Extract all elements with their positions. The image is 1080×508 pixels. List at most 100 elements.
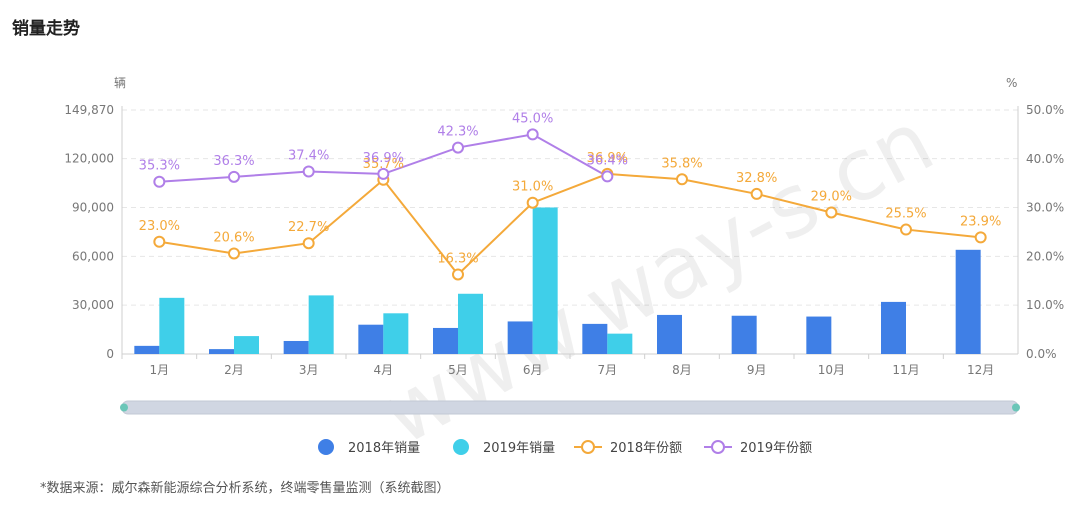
line-2018年份额[interactable] xyxy=(159,172,981,276)
x-axis-tick-label: 7月 xyxy=(598,363,618,377)
point-2018年份额[interactable] xyxy=(302,237,315,250)
bar-2018年销量[interactable] xyxy=(358,324,384,354)
axis-layer: 0 30,000 60,000 90,000 120,000 149,870 0.0% 10.… xyxy=(64,76,1064,377)
x-axis-tick-label: 8月 xyxy=(672,363,692,377)
point-2019年份额[interactable] xyxy=(526,128,539,141)
legend-label[interactable]: 2018年份额 xyxy=(610,441,682,456)
zoom-slider-right-handle[interactable] xyxy=(1012,403,1020,412)
right-axis-unit: % xyxy=(1006,76,1017,90)
zoom-slider-left-handle[interactable] xyxy=(120,403,128,412)
bar-2019年销量[interactable] xyxy=(308,295,334,354)
x-axis-tick-label: 1月 xyxy=(150,363,170,377)
x-axis-tick-label: 3月 xyxy=(299,363,319,377)
data-source-note: *数据来源：威尔森新能源综合分析系统，终端零售量监测（系统截图） xyxy=(40,481,450,496)
x-axis-tick-label: 2月 xyxy=(224,363,244,377)
bar-2018年销量[interactable] xyxy=(955,249,981,354)
left-axis-tick-label: 60,000 xyxy=(72,249,114,263)
data-label-2018年份额: 29.0% xyxy=(811,189,852,204)
left-axis-unit: 辆 xyxy=(114,76,126,90)
point-2019年份额[interactable] xyxy=(377,167,390,180)
bar-2019年销量[interactable] xyxy=(532,207,558,354)
point-2018年份额[interactable] xyxy=(526,196,539,209)
bar-2018年销量[interactable] xyxy=(881,301,906,354)
data-label-2018年份额: 22.7% xyxy=(288,220,329,235)
bar-2019年销量[interactable] xyxy=(159,297,185,354)
point-2018年份额[interactable] xyxy=(676,173,688,186)
left-axis-tick-label: 120,000 xyxy=(64,152,114,166)
right-axis-tick-label: 40.0% xyxy=(1026,152,1064,166)
left-axis-tick-label: 149,870 xyxy=(64,103,114,117)
x-axis-tick-label: 5月 xyxy=(448,363,468,377)
x-axis-tick-label: 6月 xyxy=(523,363,543,377)
bar-2019年销量[interactable] xyxy=(383,313,409,354)
bar-2019年销量[interactable] xyxy=(458,293,483,354)
data-label-2018年份额: 35.8% xyxy=(661,156,702,171)
point-2019年份额[interactable] xyxy=(302,165,315,178)
label-layer: 23.0% 20.6% 22.7% 35.7% 16.3% 31.0% 36.9% 35.8%… xyxy=(139,111,1002,266)
x-axis-tick-label: 4月 xyxy=(374,363,394,377)
legend-label[interactable]: 2019年销量 xyxy=(483,441,555,456)
bar-2018年销量[interactable] xyxy=(209,349,234,354)
point-2019年份额[interactable] xyxy=(228,170,240,183)
data-label-2019年份额: 35.3% xyxy=(139,159,180,174)
bar-2018年销量[interactable] xyxy=(806,316,832,354)
legend-marker[interactable] xyxy=(318,439,334,455)
point-2018年份额[interactable] xyxy=(452,268,464,281)
x-axis-tick-label: 10月 xyxy=(818,363,845,377)
bar-2018年销量[interactable] xyxy=(507,321,533,354)
data-label-2018年份额: 16.3% xyxy=(437,251,478,266)
legend-marker[interactable] xyxy=(453,439,469,455)
legend-marker[interactable] xyxy=(711,440,725,454)
data-label-2018年份额: 31.0% xyxy=(512,180,553,195)
bar-2018年销量[interactable] xyxy=(283,340,309,354)
data-label-2018年份额: 23.9% xyxy=(960,214,1001,229)
bar-2018年销量[interactable] xyxy=(134,345,160,354)
right-axis-tick-label: 20.0% xyxy=(1026,249,1064,263)
legend[interactable]: 2018年销量 2019年销量 2018年份额 2019年份额 xyxy=(318,439,812,456)
bar-layer[interactable] xyxy=(134,207,981,354)
data-label-2019年份额: 36.4% xyxy=(587,153,628,168)
right-axis-tick-label: 50.0% xyxy=(1026,103,1064,117)
bar-2018年销量[interactable] xyxy=(582,323,608,354)
legend-label[interactable]: 2019年份额 xyxy=(740,441,812,456)
data-label-2019年份额: 37.4% xyxy=(288,148,329,163)
left-axis-tick-label: 90,000 xyxy=(72,200,114,214)
right-axis-tick-label: 0.0% xyxy=(1026,347,1057,361)
x-axis-tick-label: 9月 xyxy=(747,363,767,377)
page-title: 销量走势 xyxy=(12,19,80,39)
bar-2019年销量[interactable] xyxy=(607,333,633,354)
point-2018年份额[interactable] xyxy=(900,223,912,236)
x-axis-tick-label: 11月 xyxy=(892,363,919,377)
point-2019年份额[interactable] xyxy=(601,170,614,183)
bar-2019年销量[interactable] xyxy=(234,336,259,354)
right-axis-tick-label: 30.0% xyxy=(1026,201,1064,215)
point-2019年份额[interactable] xyxy=(153,175,166,188)
data-zoom-slider[interactable] xyxy=(120,400,1020,415)
data-label-2019年份额: 45.0% xyxy=(512,111,553,126)
legend-marker[interactable] xyxy=(581,440,595,454)
sales-trend-chart: www.way-s.cn 030,00060,00090,000120,0001… xyxy=(64,76,1064,465)
data-label-2019年份额: 42.3% xyxy=(437,125,478,140)
left-axis-tick-label: 0 xyxy=(106,347,114,361)
x-axis-tick-label: 12月 xyxy=(967,363,994,377)
bar-2018年销量[interactable] xyxy=(433,327,458,354)
point-2018年份额[interactable] xyxy=(825,206,838,219)
bar-2018年销量[interactable] xyxy=(731,315,757,354)
point-2019年份额[interactable] xyxy=(452,141,464,154)
line-layer[interactable] xyxy=(153,128,987,281)
point-2018年份额[interactable] xyxy=(750,187,763,200)
right-axis-tick-label: 10.0% xyxy=(1026,298,1064,312)
legend-label[interactable]: 2018年销量 xyxy=(348,441,420,456)
data-label-2018年份额: 36.9% xyxy=(587,151,628,166)
bar-2018年销量[interactable] xyxy=(657,314,682,354)
zoom-slider-track[interactable] xyxy=(121,400,1019,415)
point-2018年份额[interactable] xyxy=(153,235,166,248)
left-axis-tick-label: 30,000 xyxy=(72,298,114,312)
data-label-2019年份额: 36.9% xyxy=(363,151,404,166)
data-label-2018年份额: 20.6% xyxy=(213,230,254,245)
point-2018年份额[interactable] xyxy=(228,247,240,260)
data-label-2018年份额: 35.7% xyxy=(363,157,404,172)
point-2018年份额[interactable] xyxy=(974,231,987,244)
data-label-2018年份额: 23.0% xyxy=(139,219,180,234)
data-label-2018年份额: 32.8% xyxy=(736,171,777,186)
